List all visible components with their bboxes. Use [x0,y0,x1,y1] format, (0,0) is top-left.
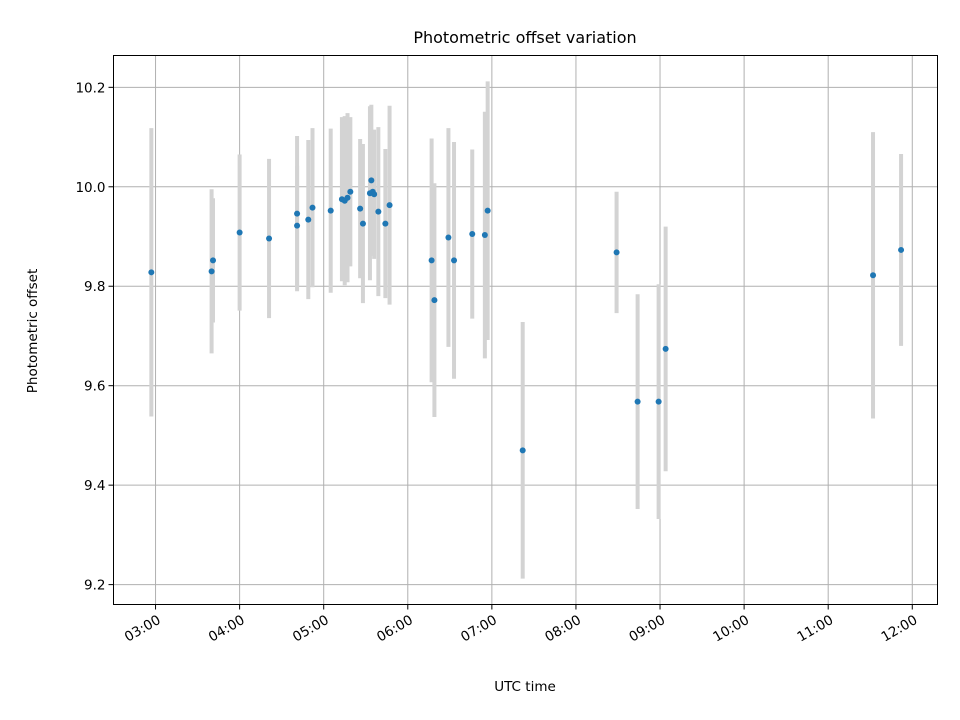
data-point [209,257,216,264]
data-point [431,297,438,304]
data-point [357,205,364,212]
y-tick-label: 9.8 [84,279,105,295]
y-axis-label: Photometric offset [25,269,41,393]
data-point [662,345,669,352]
data-point [294,210,301,217]
data-point [148,269,155,276]
data-point [870,272,877,279]
data-point [236,229,243,236]
data-point [634,398,641,405]
data-point [371,191,378,198]
data-point [469,231,476,238]
data-points [148,177,905,454]
data-point [655,398,662,405]
data-point [347,188,354,195]
data-point [613,249,620,256]
y-axis: 9.2 9.4 9.6 9.8 10.0 10.2 [75,80,114,594]
y-tick-label: 10.0 [75,180,105,196]
data-point [368,177,375,184]
data-point [445,234,452,241]
data-point [484,207,491,214]
y-tick-label: 9.6 [84,379,105,395]
data-point [359,220,366,227]
data-point [208,268,215,275]
chart-title: Photometric offset variation [413,28,636,47]
data-point [386,202,393,209]
y-tick-label: 9.2 [84,578,105,594]
data-point [451,257,458,264]
grid [113,55,938,605]
y-tick-label: 10.2 [75,80,105,96]
data-point [382,220,389,227]
data-point [898,246,905,253]
data-point [428,257,435,264]
data-point [344,194,351,201]
y-tick-label: 9.4 [84,478,105,494]
data-point [266,235,273,242]
data-point [294,222,301,229]
data-point [519,447,526,454]
data-point [481,232,488,239]
data-point [327,207,334,214]
plot-frame [113,55,938,605]
data-point [375,208,382,215]
x-axis-label: UTC time [494,679,556,695]
data-point [305,216,312,223]
data-point [309,204,316,211]
